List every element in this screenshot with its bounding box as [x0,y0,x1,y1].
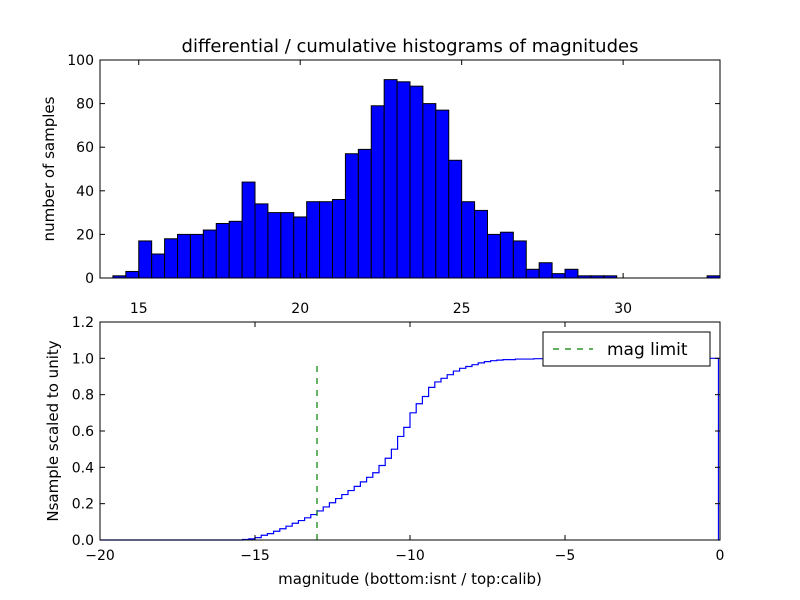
histogram-bar [487,233,501,279]
y-tick-label: 0.4 [72,460,94,476]
histogram-bar [177,233,191,279]
histogram-bar [499,231,514,279]
histogram-bar [538,262,553,279]
histogram-bar [448,159,463,279]
x-tick-label: 25 [453,301,471,317]
cumulative-lines [100,357,720,541]
histogram-bar [267,212,282,279]
x-tick-label: 15 [130,301,148,317]
cumulative-step-line [100,357,720,541]
y-tick-label: 0 [85,271,94,287]
histogram-bar [474,209,489,279]
x-tick-label: 20 [291,301,309,317]
histogram-bar [357,148,372,279]
histogram-bar [280,212,295,279]
bottom-y-axis-label: Nsample scaled to unity [44,340,62,521]
histogram-bar [125,270,140,279]
histogram-bar [202,229,217,279]
histogram-bar [461,201,476,279]
histogram-bar [293,216,308,279]
x-tick-label: −5 [555,548,576,564]
y-tick-label: 1.2 [72,315,94,331]
bottom-x-ticks: −20 −15 −10 −5 0 [85,322,724,564]
histogram-bar [383,79,398,279]
histogram-bar [151,253,166,279]
histogram-bar [422,103,437,279]
histogram-bar [306,201,321,279]
y-tick-label: 20 [76,227,94,243]
top-y-ticks: 0 20 40 60 80 100 [67,53,720,287]
histogram-bar [319,201,334,279]
y-tick-label: 60 [76,140,94,156]
chart-title: differential / cumulative histograms of … [182,36,639,57]
histogram-bar [435,109,450,279]
histogram-bar [564,268,579,279]
y-tick-label: 1.0 [72,351,94,367]
histogram-bars [112,79,721,279]
histogram-bar [551,273,566,279]
top-y-axis-label: number of samples [40,96,58,241]
x-tick-label: 0 [716,548,725,564]
y-tick-label: 0.6 [72,424,94,440]
y-tick-label: 40 [76,184,94,200]
histogram-bar [228,220,243,279]
top-axes-frame [99,59,721,279]
histogram-bar [525,268,540,279]
y-tick-label: 0.8 [72,388,94,404]
y-tick-label: 80 [76,97,94,113]
histogram-bar [189,233,204,279]
y-tick-label: 100 [67,53,94,69]
x-tick-label: −10 [395,548,425,564]
bottom-x-axis-label: magnitude (bottom:isnt / top:calib) [278,570,542,588]
x-tick-label: −15 [240,548,270,564]
histogram-bar [215,223,230,279]
histogram-bar [370,105,385,279]
y-tick-label: 0.0 [72,533,94,549]
top-x-ticks: 15 20 25 30 [130,60,632,317]
histogram-bar [164,238,178,279]
x-tick-label: −20 [85,548,115,564]
bottom-y-ticks: 0.0 0.2 0.4 0.6 0.8 1.0 1.2 [72,315,720,549]
legend: mag limit [542,331,711,367]
histogram-bar [396,81,411,279]
x-tick-label: 30 [614,301,632,317]
histogram-bar [138,240,153,279]
histogram-bar [409,85,424,279]
legend-mag-limit-label: mag limit [607,340,688,360]
histogram-bar [241,181,256,279]
differential-histogram-panel: differential / cumulative histograms of … [40,36,721,317]
y-tick-label: 0.2 [72,497,94,513]
histogram-bar [512,240,527,279]
cumulative-histogram-panel: −20 −15 −10 −5 0 0.0 0.2 0.4 0.6 0.8 1.0 1.2 magni… [44,315,724,588]
histogram-bar [254,203,269,279]
histogram-bar [332,199,346,279]
histogram-bar [344,153,359,279]
